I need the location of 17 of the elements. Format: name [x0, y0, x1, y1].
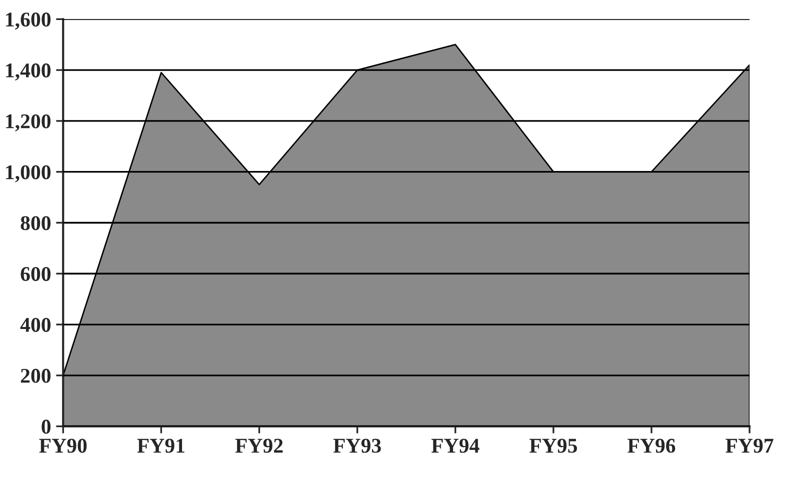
x-tick-label: FY95	[529, 438, 577, 453]
y-tick-label: 200	[20, 368, 51, 383]
y-tick-label: 1,200	[6, 114, 51, 132]
y-tick-label: 1,600	[6, 12, 51, 30]
x-tick-label: FY91	[137, 438, 184, 453]
y-tick-label: 800	[20, 216, 51, 230]
x-tick-label: FY90	[39, 438, 87, 453]
x-tick-label: FY94	[431, 438, 480, 453]
y-tick-label: 0	[42, 420, 51, 434]
x-tick-label: FY97	[726, 438, 774, 453]
x-tick-label: FY96	[628, 438, 676, 453]
x-tick-label: FY92	[235, 438, 283, 453]
y-tick-label: 1,000	[6, 165, 51, 182]
y-tick-label: 1,400	[6, 63, 51, 81]
x-tick-label: FY93	[333, 438, 381, 453]
y-tick-label: 600	[20, 267, 51, 282]
y-tick-label: 400	[20, 318, 51, 332]
